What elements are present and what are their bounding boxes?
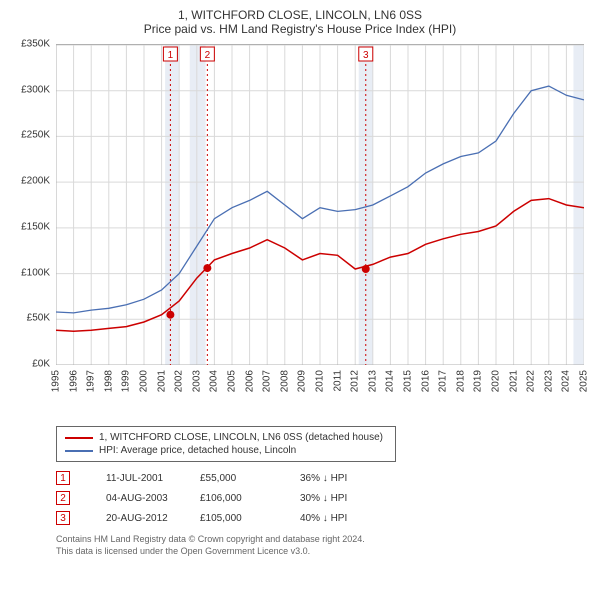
x-tick-label: 2023 (543, 370, 554, 392)
x-tick-label: 2002 (174, 370, 185, 392)
svg-text:3: 3 (363, 50, 369, 61)
plot-area: 1 2 3 (56, 44, 584, 364)
y-tick-label: £50K (27, 313, 50, 324)
x-tick-label: 2016 (420, 370, 431, 392)
x-tick-label: 2014 (385, 370, 396, 392)
marker-price: £106,000 (200, 493, 300, 504)
x-tick-label: 1998 (103, 370, 114, 392)
attribution-line1: Contains HM Land Registry data © Crown c… (56, 534, 588, 546)
x-tick-label: 1995 (51, 370, 62, 392)
x-tick-label: 2011 (332, 370, 343, 392)
legend-row: HPI: Average price, detached house, Linc… (65, 444, 387, 457)
chart-area: £0K £50K £100K £150K £200K £250K £300K £350K 1 2… (12, 40, 588, 420)
x-tick-label: 2020 (491, 370, 502, 392)
x-tick-label: 1996 (68, 370, 79, 392)
x-tick-label: 2007 (262, 370, 273, 392)
marker-date: 04-AUG-2003 (70, 493, 200, 504)
marker-date: 20-AUG-2012 (70, 513, 200, 524)
x-tick-label: 2012 (350, 370, 361, 392)
y-axis: £0K£50K£100K£150K£200K£250K£300K£350K (12, 44, 52, 364)
x-tick-label: 2013 (367, 370, 378, 392)
legend-row: 1, WITCHFORD CLOSE, LINCOLN, LN6 0SS (de… (65, 431, 387, 444)
legend-swatch (65, 450, 93, 452)
marker-delta: 40% ↓ HPI (300, 513, 420, 524)
marker-row: 204-AUG-2003£106,00030% ↓ HPI (56, 488, 588, 508)
marker-price: £105,000 (200, 513, 300, 524)
sale-markers-table: 111-JUL-2001£55,00036% ↓ HPI204-AUG-2003… (56, 468, 588, 528)
x-tick-label: 1999 (121, 370, 132, 392)
y-tick-label: £300K (21, 84, 50, 95)
x-tick-label: 2017 (438, 370, 449, 392)
marker-price: £55,000 (200, 473, 300, 484)
x-tick-label: 2006 (244, 370, 255, 392)
x-tick-label: 2008 (279, 370, 290, 392)
x-tick-label: 2022 (526, 370, 537, 392)
x-axis: 1995199619971998199920002001200220032004… (56, 366, 584, 416)
legend-label: 1, WITCHFORD CLOSE, LINCOLN, LN6 0SS (de… (99, 432, 383, 443)
marker-delta: 36% ↓ HPI (300, 473, 420, 484)
x-tick-label: 2019 (473, 370, 484, 392)
marker-delta: 30% ↓ HPI (300, 493, 420, 504)
x-tick-label: 1997 (86, 370, 97, 392)
x-tick-label: 2018 (455, 370, 466, 392)
x-tick-label: 2009 (297, 370, 308, 392)
y-tick-label: £250K (21, 130, 50, 141)
y-tick-label: £100K (21, 267, 50, 278)
x-tick-label: 2001 (156, 370, 167, 392)
marker-date: 11-JUL-2001 (70, 473, 200, 484)
x-tick-label: 2021 (508, 370, 519, 392)
x-tick-label: 2025 (579, 370, 590, 392)
plot-svg: 1 2 3 (56, 45, 584, 365)
marker-number-box: 1 (56, 471, 70, 485)
legend-swatch (65, 437, 93, 439)
y-tick-label: £150K (21, 221, 50, 232)
svg-text:2: 2 (205, 50, 211, 61)
x-tick-label: 2003 (191, 370, 202, 392)
x-tick-label: 2024 (561, 370, 572, 392)
x-tick-label: 2010 (315, 370, 326, 392)
marker-number-box: 3 (56, 511, 70, 525)
y-tick-label: £0K (32, 359, 50, 370)
attribution: Contains HM Land Registry data © Crown c… (56, 534, 588, 557)
y-tick-label: £350K (21, 39, 50, 50)
legend: 1, WITCHFORD CLOSE, LINCOLN, LN6 0SS (de… (56, 426, 396, 462)
chart-title-line2: Price paid vs. HM Land Registry's House … (12, 22, 588, 36)
marker-number-box: 2 (56, 491, 70, 505)
x-tick-label: 2015 (403, 370, 414, 392)
x-tick-label: 2004 (209, 370, 220, 392)
chart-title-line1: 1, WITCHFORD CLOSE, LINCOLN, LN6 0SS (12, 8, 588, 22)
x-tick-label: 2005 (227, 370, 238, 392)
x-tick-label: 2000 (139, 370, 150, 392)
y-tick-label: £200K (21, 176, 50, 187)
legend-label: HPI: Average price, detached house, Linc… (99, 445, 296, 456)
marker-row: 320-AUG-2012£105,00040% ↓ HPI (56, 508, 588, 528)
marker-row: 111-JUL-2001£55,00036% ↓ HPI (56, 468, 588, 488)
attribution-line2: This data is licensed under the Open Gov… (56, 546, 588, 558)
svg-text:1: 1 (168, 50, 174, 61)
